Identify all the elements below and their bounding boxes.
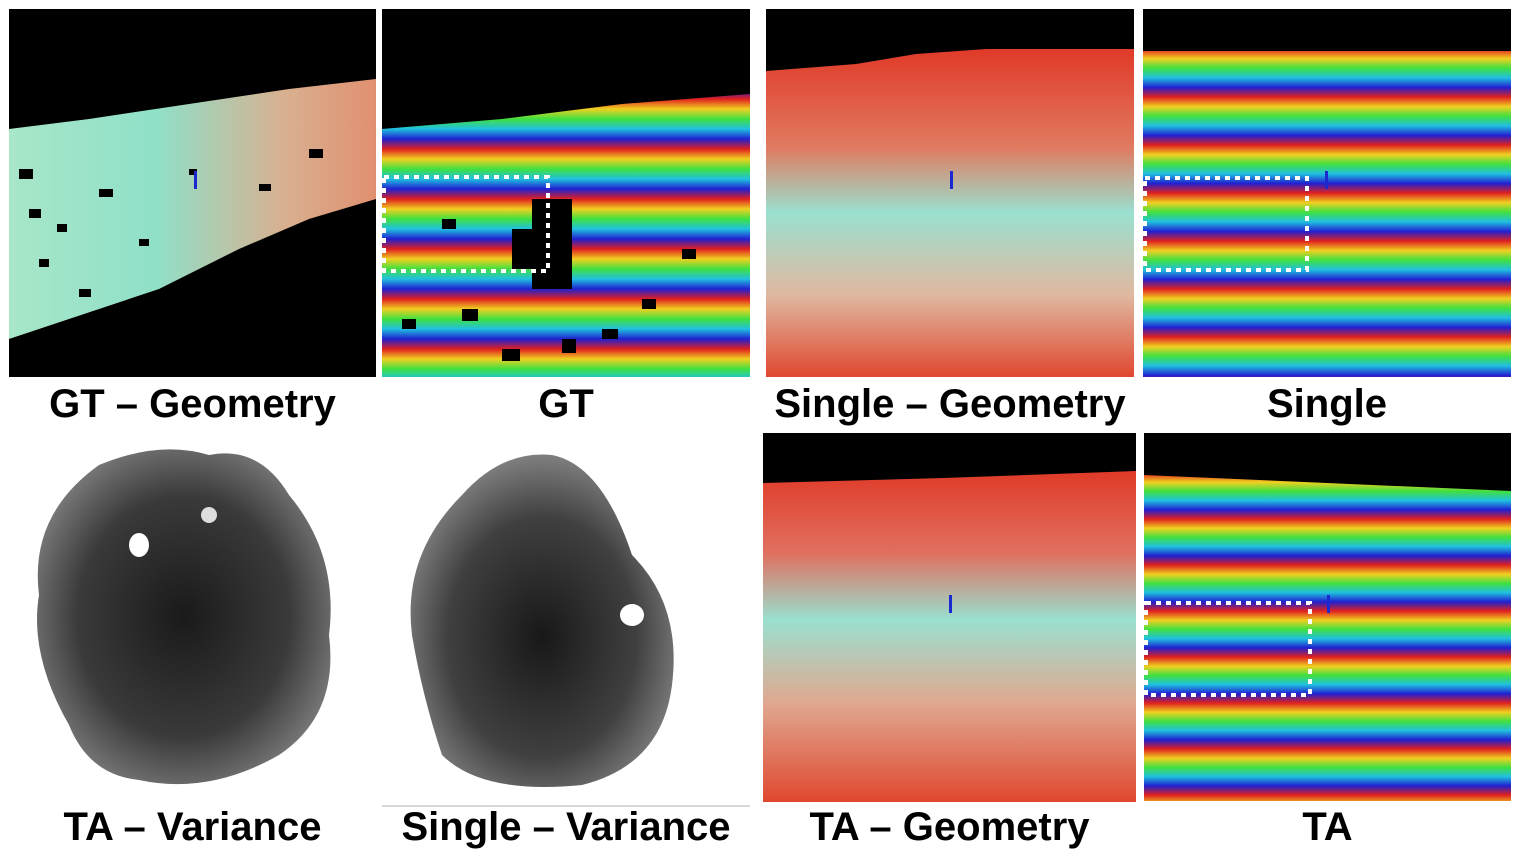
caption-gt-geometry: GT – Geometry — [49, 382, 336, 426]
caption-ta-variance: TA – Variance — [63, 805, 322, 849]
caption-single-variance: Single – Variance — [401, 805, 731, 849]
single-variance-map — [382, 435, 750, 807]
gt-geometry-render — [9, 9, 376, 377]
ta-contour-render — [1144, 433, 1511, 801]
zoom-box — [1143, 176, 1309, 272]
zoom-box — [1144, 601, 1312, 697]
caption-gt: GT — [538, 382, 594, 426]
caption-single: Single — [1266, 382, 1388, 426]
zoom-box — [382, 175, 550, 273]
ta-geometry-render — [763, 433, 1136, 802]
gt-contour-render — [382, 9, 750, 377]
caption-ta: TA — [1302, 805, 1353, 849]
caption-ta-geometry: TA – Geometry — [809, 805, 1090, 849]
single-contour-render — [1143, 9, 1511, 377]
single-geometry-render — [766, 9, 1134, 377]
caption-single-geometry: Single – Geometry — [774, 382, 1126, 426]
ta-variance-map — [9, 435, 376, 803]
